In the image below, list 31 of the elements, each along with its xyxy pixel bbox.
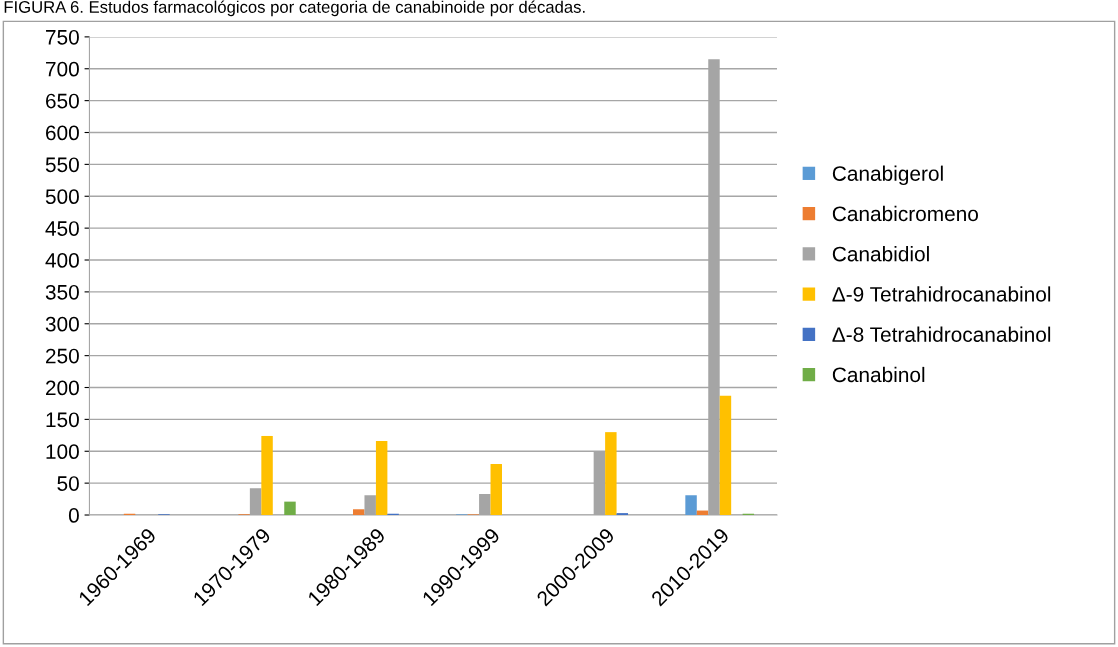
- bar: [375, 441, 388, 516]
- y-tick-label: 100: [46, 444, 79, 460]
- bar: [605, 432, 617, 516]
- bar: [685, 495, 697, 516]
- bar: [490, 464, 502, 516]
- legend-label: Canabidiol: [832, 246, 929, 262]
- y-tick-label: 50: [57, 476, 79, 491]
- y-tick-label: 350: [45, 284, 79, 300]
- legend-label: Canabinol: [832, 366, 925, 383]
- y-tick-label: 700: [46, 61, 79, 77]
- y-tick-label: 550: [45, 157, 79, 173]
- y-tick-label: 250: [46, 348, 79, 364]
- legend-label: Canabigerol: [832, 165, 943, 186]
- y-tick-label: 650: [46, 93, 79, 109]
- y-tick-label: 200: [46, 380, 79, 396]
- bar: [719, 395, 732, 516]
- legend-label: Δ-9 Tetrahidrocanabinol: [832, 286, 1051, 302]
- chart-title: FIGURA 6. Estudos farmacológicos por categoria de canabinoide por décadas.: [4, 0, 585, 17]
- y-tick-label: 500: [45, 189, 79, 205]
- y-tick-label: 150: [46, 412, 79, 428]
- y-tick-label: 0: [68, 508, 79, 523]
- bar: [353, 509, 365, 516]
- legend-label: Δ-8 Tetrahidrocanabinol: [832, 326, 1051, 342]
- bar: [284, 501, 296, 516]
- bar: [261, 435, 273, 516]
- y-tick-label: 400: [45, 253, 79, 268]
- legend-label: Canabicromeno: [832, 205, 978, 222]
- y-tick-label: 300: [45, 316, 79, 332]
- y-tick-label: 600: [46, 125, 79, 141]
- y-tick-label: 750: [46, 29, 79, 45]
- y-tick-label: 450: [45, 221, 79, 236]
